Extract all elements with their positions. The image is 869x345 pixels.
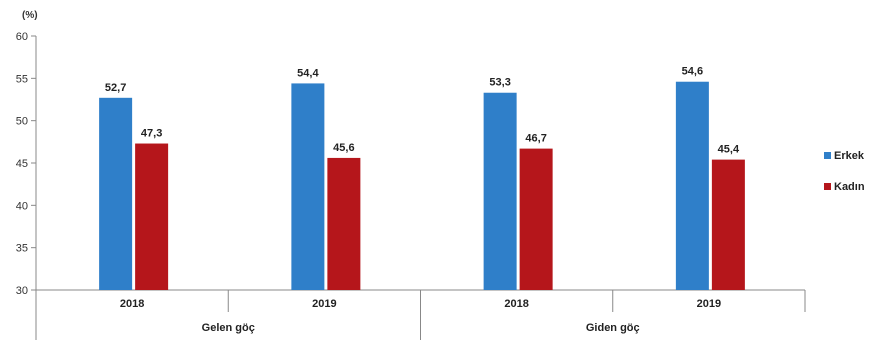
data-label: 53,3 bbox=[489, 77, 510, 89]
bar-erkek bbox=[483, 92, 517, 290]
legend-label: Kadın bbox=[834, 181, 865, 193]
bar-kad-n bbox=[519, 148, 553, 290]
data-label: 52,7 bbox=[105, 82, 126, 94]
y-tick-label: 40 bbox=[16, 200, 28, 212]
x-tick-label: 2019 bbox=[697, 298, 721, 310]
legend-swatch bbox=[824, 183, 831, 190]
labels: 2018 2019 2018 2019 Gelen göç Giden göç 52,7 47… bbox=[105, 66, 740, 334]
y-tick-label: 60 bbox=[16, 31, 28, 43]
bar-erkek bbox=[675, 81, 709, 290]
bar-erkek bbox=[99, 97, 133, 290]
y-tick-label: 30 bbox=[16, 285, 28, 297]
x-tick-label: 2019 bbox=[312, 298, 336, 310]
bars bbox=[99, 81, 745, 290]
bar-kad-n bbox=[711, 159, 745, 290]
data-label: 45,4 bbox=[718, 144, 740, 156]
data-label: 54,6 bbox=[682, 66, 703, 78]
y-unit-label: (%) bbox=[22, 10, 38, 21]
bar-kad-n bbox=[327, 157, 361, 290]
data-label: 45,6 bbox=[333, 142, 354, 154]
x-tick-label: 2018 bbox=[504, 298, 528, 310]
legend-label: Erkek bbox=[834, 150, 865, 162]
y-tick-label: 35 bbox=[16, 243, 28, 255]
data-label: 47,3 bbox=[141, 128, 162, 140]
group-label: Gelen göç bbox=[202, 322, 255, 334]
y-tick-label: 45 bbox=[16, 158, 28, 170]
bar-erkek bbox=[291, 83, 325, 290]
bar-kad-n bbox=[135, 143, 169, 290]
data-label: 46,7 bbox=[525, 133, 546, 145]
y-tick-label: 50 bbox=[16, 116, 28, 128]
legend: Erkek Kadın bbox=[824, 150, 865, 193]
y-tick-label: 55 bbox=[16, 73, 28, 85]
legend-swatch bbox=[824, 152, 831, 159]
data-label: 54,4 bbox=[297, 67, 319, 79]
x-tick-label: 2018 bbox=[120, 298, 144, 310]
group-label: Giden göç bbox=[586, 322, 640, 334]
